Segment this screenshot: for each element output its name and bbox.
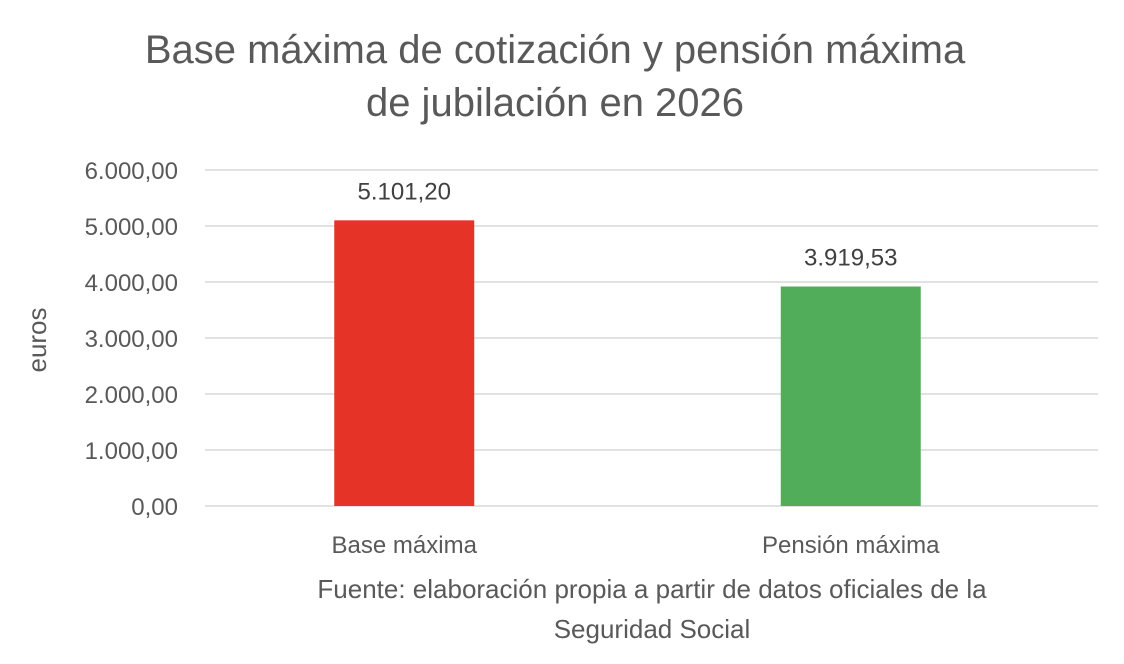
y-tick-label: 2.000,00 xyxy=(85,382,178,409)
chart-title-line-2: de jubilación en 2026 xyxy=(366,81,744,125)
data-label: 5.101,20 xyxy=(358,178,451,205)
y-tick-label: 4.000,00 xyxy=(85,270,178,297)
data-label: 3.919,53 xyxy=(804,245,897,272)
chart-title-line-1: Base máxima de cotización y pensión máxi… xyxy=(145,28,966,72)
y-tick-label: 1.000,00 xyxy=(85,438,178,465)
y-tick-label: 3.000,00 xyxy=(85,326,178,353)
y-axis-label: euros xyxy=(22,307,52,372)
source-line-2: Seguridad Social xyxy=(554,614,751,644)
y-tick-label: 0,00 xyxy=(131,494,178,521)
source-line-1: Fuente: elaboración propia a partir de d… xyxy=(317,574,987,604)
y-tick-label: 6.000,00 xyxy=(85,158,178,185)
bars: 5.101,20 Base máxima 3.919,53 Pensión máxim… xyxy=(332,178,941,559)
y-tick-label: 5.000,00 xyxy=(85,214,178,241)
bar xyxy=(334,220,475,506)
bar xyxy=(780,286,921,506)
y-axis-ticks: 0,00 1.000,00 2.000,00 3.000,00 4.000,00 5.00… xyxy=(85,158,178,521)
x-category-label: Base máxima xyxy=(332,532,478,559)
x-category-label: Pensión máxima xyxy=(762,532,940,559)
